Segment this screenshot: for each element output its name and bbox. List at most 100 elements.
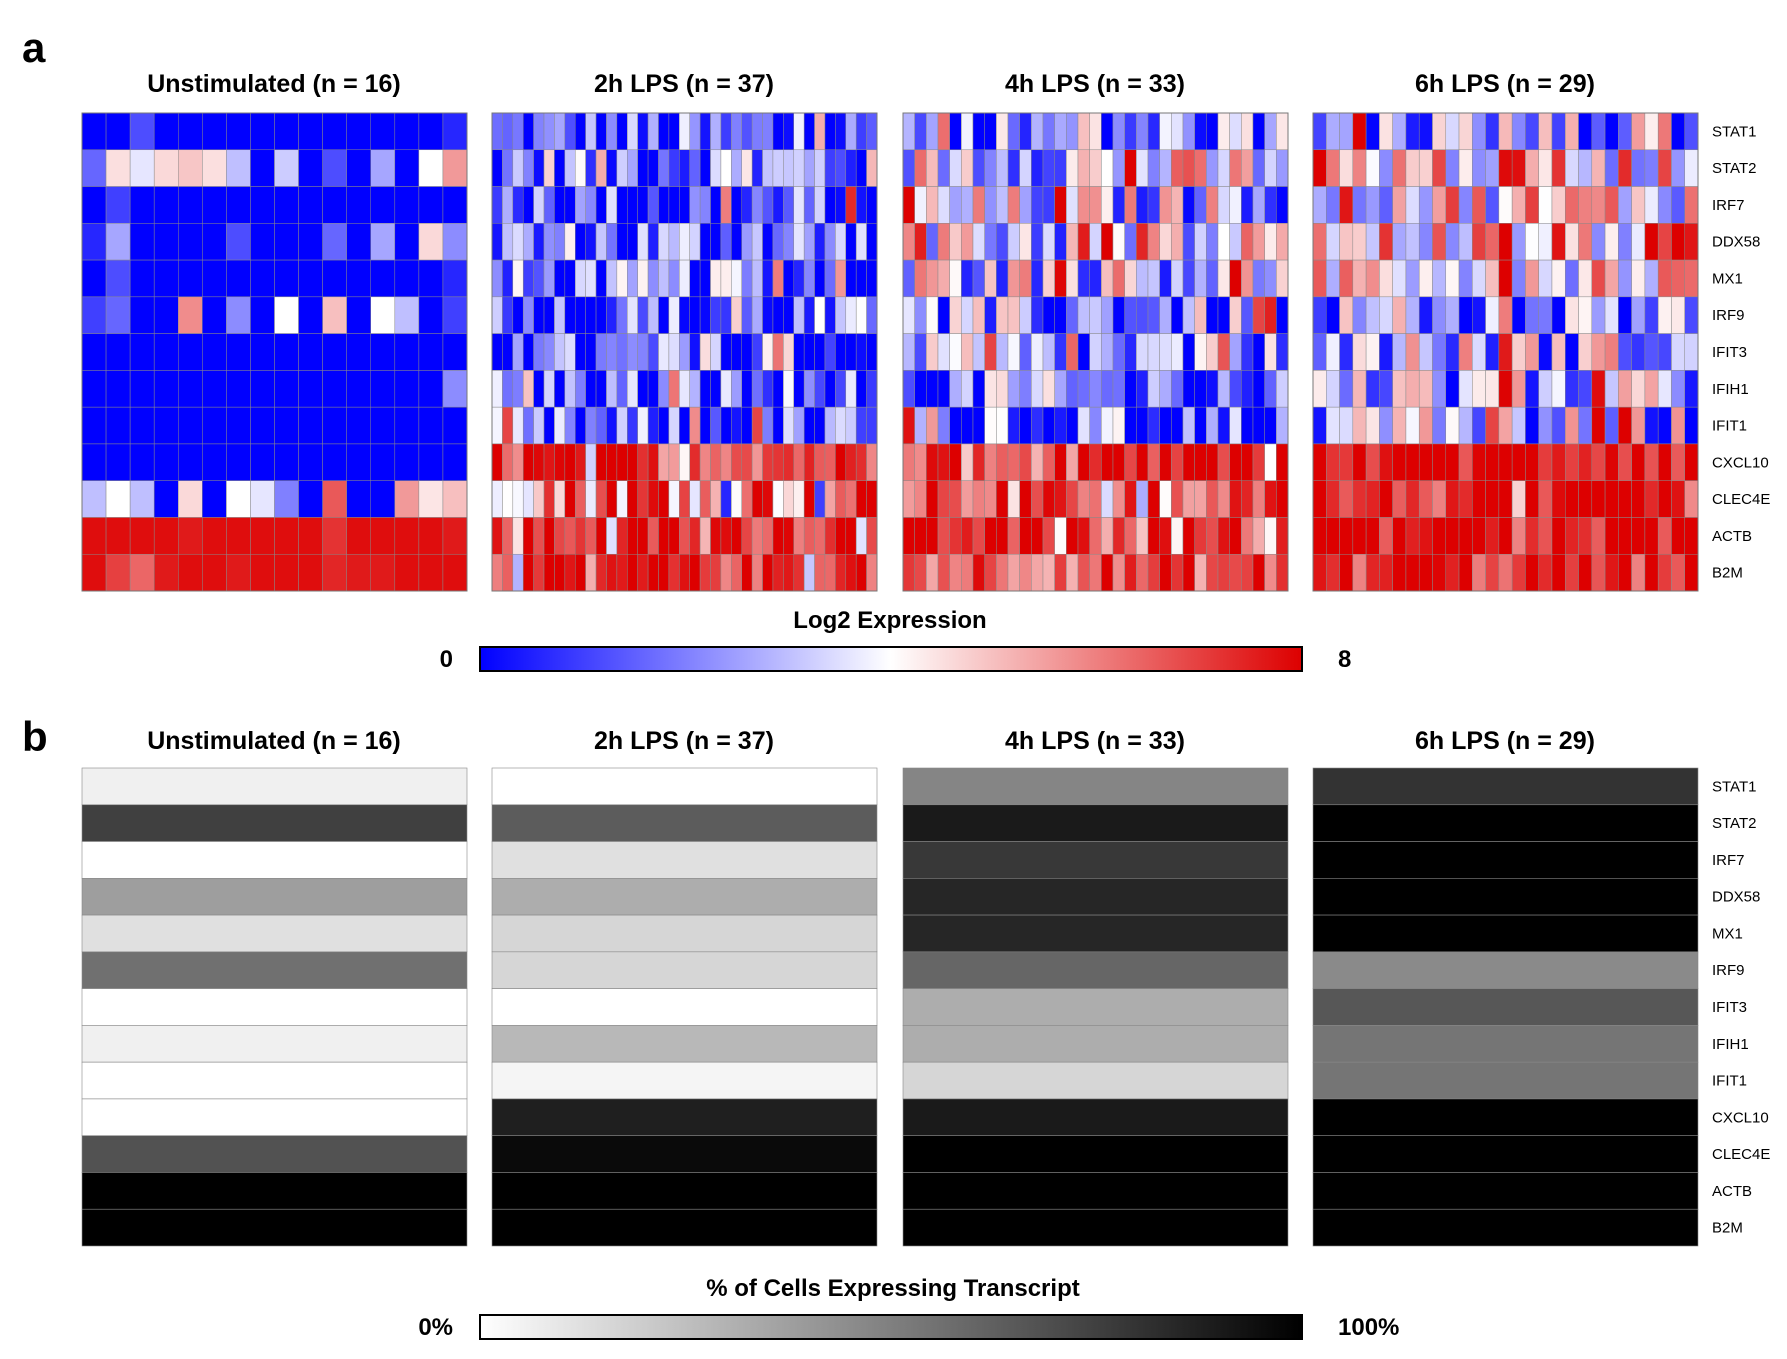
- expression-cell: [627, 443, 638, 481]
- expression-cell: [1379, 112, 1393, 151]
- expression-cell: [226, 149, 251, 187]
- expression-cell: [370, 517, 396, 555]
- expression-cell: [984, 370, 997, 408]
- expression-cell: [370, 186, 396, 224]
- expression-cell: [668, 370, 680, 408]
- expression-cell: [274, 259, 299, 298]
- expression-cell: [1379, 406, 1393, 445]
- percent-cell: [491, 1098, 878, 1137]
- expression-cell: [984, 553, 997, 592]
- expression-cell: [418, 333, 444, 371]
- expression-cell: [1564, 553, 1579, 592]
- expression-cell: [1511, 112, 1526, 151]
- expression-cell: [226, 112, 251, 151]
- expression-cell: [1339, 186, 1354, 224]
- expression-cell: [1019, 296, 1032, 334]
- expression-group-border: [902, 112, 1289, 592]
- expression-cell: [1631, 112, 1646, 151]
- expression-cell: [689, 333, 701, 371]
- expression-cell: [961, 370, 974, 408]
- expression-cell: [1498, 480, 1513, 518]
- expression-cell: [1657, 553, 1672, 592]
- expression-cell: [1684, 112, 1699, 151]
- expression-cell: [1206, 553, 1219, 592]
- expression-cell: [783, 406, 795, 445]
- expression-cell: [1339, 223, 1354, 261]
- expression-cell: [1042, 370, 1055, 408]
- expression-cell: [543, 443, 555, 481]
- expression-cell: [710, 553, 722, 592]
- expression-cell: [647, 517, 659, 555]
- expression-cell: [370, 553, 396, 592]
- expression-cell: [1485, 406, 1500, 445]
- percent-cell: [902, 841, 1289, 879]
- expression-cell: [543, 186, 555, 224]
- expression-cell: [926, 443, 939, 481]
- expression-cell: [961, 517, 974, 555]
- expression-cell: [1379, 296, 1393, 334]
- gene-label-b-cxcl10: CXCL10: [1712, 1109, 1769, 1126]
- expression-cell: [1206, 112, 1219, 151]
- expression-cell: [81, 259, 107, 298]
- expression-cell: [322, 517, 347, 555]
- expression-cell: [1252, 259, 1265, 298]
- expression-cell: [1194, 259, 1207, 298]
- expression-cell: [1147, 223, 1160, 261]
- expression-cell: [741, 259, 753, 298]
- expression-cell: [772, 480, 784, 518]
- expression-cell: [1066, 149, 1079, 187]
- expression-cell: [1229, 112, 1242, 151]
- expression-cell: [1124, 149, 1137, 187]
- expression-cell: [1217, 443, 1230, 481]
- expression-cell: [902, 370, 915, 408]
- expression-cell: [1031, 553, 1044, 592]
- expression-cell: [250, 553, 275, 592]
- expression-cell: [153, 480, 179, 518]
- expression-cell: [926, 149, 939, 187]
- expression-cell: [502, 553, 514, 592]
- expression-cell: [1525, 406, 1539, 445]
- percent-cell: [1312, 1135, 1699, 1173]
- expression-cell: [658, 553, 670, 592]
- expression-cell: [1631, 406, 1646, 445]
- expression-cell: [699, 333, 711, 371]
- expression-cell: [250, 296, 275, 334]
- expression-cell: [1276, 370, 1289, 408]
- expression-cell: [1392, 406, 1407, 445]
- expression-cell: [1511, 370, 1526, 408]
- expression-cell: [1405, 333, 1420, 371]
- expression-cell: [502, 186, 514, 224]
- expression-cell: [772, 112, 784, 151]
- expression-cell: [949, 406, 962, 445]
- expression-cell: [585, 443, 597, 481]
- expression-cell: [1054, 223, 1067, 261]
- expression-cell: [178, 296, 203, 334]
- expression-cell: [1671, 406, 1685, 445]
- expression-cell: [1182, 333, 1195, 371]
- expression-cell: [731, 149, 742, 187]
- expression-cell: [1252, 517, 1265, 555]
- expression-cell: [274, 112, 299, 151]
- expression-cell: [751, 370, 763, 408]
- expression-cell: [1031, 259, 1044, 298]
- expression-cell: [1089, 186, 1102, 224]
- expression-cell: [1194, 553, 1207, 592]
- expression-cell: [1171, 149, 1184, 187]
- expression-cell: [637, 517, 649, 555]
- expression-cell: [855, 517, 867, 555]
- expression-cell: [554, 223, 566, 261]
- expression-cell: [1657, 517, 1672, 555]
- expression-cell: [1171, 259, 1184, 298]
- expression-cell: [564, 370, 576, 408]
- expression-cell: [1066, 259, 1079, 298]
- expression-cell: [1171, 553, 1184, 592]
- expression-cell: [1472, 517, 1486, 555]
- expression-cell: [595, 333, 607, 371]
- expression-cell: [996, 259, 1009, 298]
- expression-cell: [1538, 443, 1553, 481]
- expression-cell: [1182, 112, 1195, 151]
- expression-cell: [543, 296, 555, 334]
- expression-cell: [1339, 553, 1354, 592]
- expression-cell: [554, 517, 566, 555]
- expression-cell: [824, 333, 836, 371]
